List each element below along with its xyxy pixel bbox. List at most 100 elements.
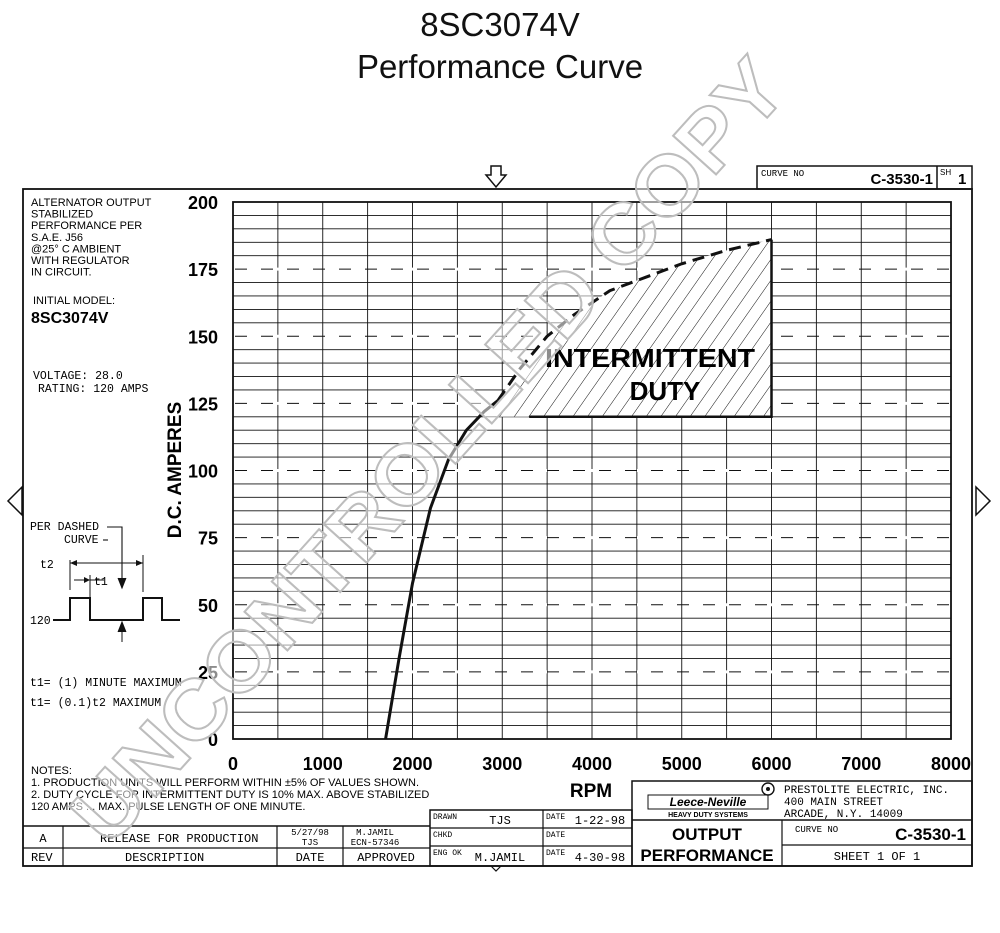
rev-header: REV <box>31 851 53 865</box>
duty-formula-2: t1= (0.1)t2 MAXIMUM <box>30 697 161 710</box>
page-subtitle: Performance Curve <box>356 48 644 85</box>
x-tick-label: 3000 <box>482 754 522 774</box>
spec-note-line: PERFORMANCE PER <box>31 220 142 232</box>
drawn-value: TJS <box>489 814 511 828</box>
note-line-1: 1. PRODUCTION UNITS WILL PERFORM WITHIN … <box>31 777 419 789</box>
curve-box-label: CURVE NO <box>761 169 804 179</box>
date-label-3: DATE <box>546 849 565 858</box>
y-tick-label: 175 <box>188 260 218 280</box>
duty-cycle-diagram: PER DASHED CURVE t2 t1 120 t1= (1) MINUT… <box>30 521 182 710</box>
voltage-note: VOLTAGE: 28.0 <box>33 370 123 383</box>
duty-level-label: 120 <box>30 615 51 628</box>
intermittent-output-curve <box>496 238 772 402</box>
rev-date: 5/27/98 <box>291 828 329 838</box>
title-block: Leece-Neville HEAVY DUTY SYSTEMS PRESTOL… <box>631 780 973 867</box>
x-tick-label: 6000 <box>751 754 791 774</box>
company-city: ARCADE, N.Y. 14009 <box>784 809 903 821</box>
note-line-3: 120 AMPS ... MAX. PULSE LENGTH OF ONE MI… <box>31 801 305 813</box>
right-center-arrow-icon <box>975 485 992 517</box>
y-tick-label: 25 <box>198 663 218 683</box>
rev-approved: M.JAMIL <box>356 828 394 838</box>
duty-t1-label: t1 <box>94 576 108 589</box>
rev-date-initials: TJS <box>302 838 318 848</box>
continuous-output-curve <box>384 399 499 740</box>
description-header: DESCRIPTION <box>125 851 204 865</box>
curve-box-sheet-label: SH <box>940 168 951 177</box>
duty-t2-label: t2 <box>40 559 54 572</box>
page-title: 8SC3074V <box>420 6 580 43</box>
title-block-line-2: PERFORMANCE <box>640 846 773 865</box>
leece-neville-logo: Leece-Neville HEAVY DUTY SYSTEMS <box>647 782 775 819</box>
initial-model-label: INITIAL MODEL: <box>33 295 115 307</box>
y-axis-label: D.C. AMPERES <box>165 402 186 539</box>
date-value-1: 1-22-98 <box>575 814 625 828</box>
notes-block: NOTES: 1. PRODUCTION UNITS WILL PERFORM … <box>31 765 429 813</box>
duty-label-1: PER DASHED <box>30 521 99 534</box>
top-center-arrow-icon <box>484 165 508 189</box>
curve-number-box: CURVE NO C-3530-1 SH 1 <box>756 165 973 190</box>
curve-box-sheet-value: 1 <box>958 171 966 188</box>
bottom-center-arrow-icon <box>490 865 502 872</box>
date-header: DATE <box>296 851 325 865</box>
chkd-label: CHKD <box>433 831 452 840</box>
chart-grid <box>233 202 951 739</box>
spec-note-line: ALTERNATOR OUTPUT <box>31 197 152 209</box>
region-boundary <box>529 239 773 419</box>
signoff-block: DRAWN TJS CHKD ENG OK M.JAMIL DATE 1-22-… <box>429 809 633 867</box>
y-tick-label: 100 <box>188 462 218 482</box>
spec-note-line: @25° C AMBIENT <box>31 243 121 255</box>
date-value-3: 4-30-98 <box>575 851 625 865</box>
x-tick-label: 5000 <box>662 754 702 774</box>
rev-ecn: ECN-57346 <box>351 838 400 848</box>
left-center-arrow-icon <box>6 485 23 517</box>
plot-frame <box>232 201 952 740</box>
note-line-2: 2. DUTY CYCLE FOR INTERMITTENT DUTY IS 1… <box>31 789 429 801</box>
eng-ok-label: ENG OK <box>433 849 462 858</box>
x-tick-label: 8000 <box>931 754 971 774</box>
company-name: PRESTOLITE ELECTRIC, INC. <box>784 785 949 797</box>
spec-note-line: STABILIZED <box>31 209 93 221</box>
title-curve-label: CURVE NO <box>795 825 838 835</box>
x-tick-label: 0 <box>228 754 238 774</box>
x-tick-label: 2000 <box>392 754 432 774</box>
y-tick-label: 200 <box>188 193 218 213</box>
title-block-line-1: OUTPUT <box>672 825 743 844</box>
y-tick-label: 50 <box>198 596 218 616</box>
y-tick-label: 0 <box>208 730 218 750</box>
chart-ticks: 0 1000 2000 3000 4000 5000 6000 7000 8000 0 25 50 75… <box>188 193 971 774</box>
x-tick-label: 1000 <box>303 754 343 774</box>
drawn-label: DRAWN <box>433 813 457 822</box>
intermittent-duty-region <box>497 239 773 419</box>
initial-model-number: 8SC3074V <box>31 310 109 327</box>
region-hatch <box>497 239 772 417</box>
notes-heading: NOTES: <box>31 765 72 777</box>
duty-formula-1: t1= (1) MINUTE MAXIMUM <box>30 677 182 690</box>
spec-note-line: S.A.E. J56 <box>31 232 83 244</box>
date-label-1: DATE <box>546 813 565 822</box>
approved-header: APPROVED <box>357 851 415 865</box>
rating-note: RATING: 120 AMPS <box>38 383 149 396</box>
region-label-line-2: DUTY <box>630 376 701 406</box>
rev-letter: A <box>39 832 47 846</box>
x-tick-label: 4000 <box>572 754 612 774</box>
logo-text: Leece-Neville <box>670 795 747 809</box>
spec-note-line: IN CIRCUIT. <box>31 267 92 279</box>
curve-box-value: C-3530-1 <box>870 171 933 188</box>
revision-table: A RELEASE FOR PRODUCTION 5/27/98 TJS M.J… <box>23 825 430 866</box>
logo-subtext: HEAVY DUTY SYSTEMS <box>668 812 748 819</box>
date-label-2: DATE <box>546 831 565 840</box>
y-tick-label: 125 <box>188 394 218 414</box>
spec-note-line: WITH REGULATOR <box>31 255 130 267</box>
company-street: 400 MAIN STREET <box>784 797 883 809</box>
y-tick-label: 75 <box>198 529 218 549</box>
rev-description: RELEASE FOR PRODUCTION <box>100 832 258 846</box>
region-label-line-1: INTERMITTENT <box>545 343 755 373</box>
duty-label-2: CURVE <box>64 534 99 547</box>
x-tick-label: 7000 <box>841 754 881 774</box>
title-sheet: SHEET 1 OF 1 <box>834 850 920 864</box>
eng-ok-value: M.JAMIL <box>475 851 525 865</box>
x-axis-label: RPM <box>570 781 612 802</box>
title-curve-number: C-3530-1 <box>895 825 966 844</box>
